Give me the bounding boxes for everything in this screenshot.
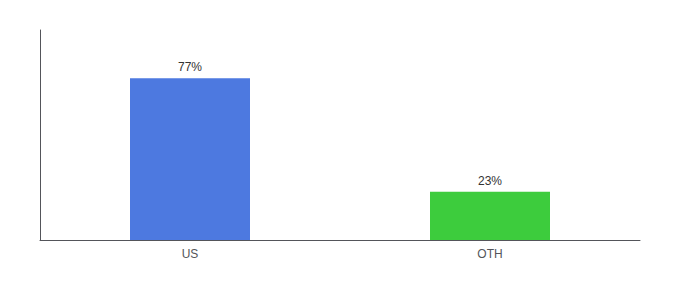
svg-text:77%: 77% bbox=[178, 60, 202, 74]
svg-text:OTH: OTH bbox=[477, 247, 502, 261]
svg-text:23%: 23% bbox=[478, 174, 502, 188]
svg-text:US: US bbox=[182, 247, 199, 261]
